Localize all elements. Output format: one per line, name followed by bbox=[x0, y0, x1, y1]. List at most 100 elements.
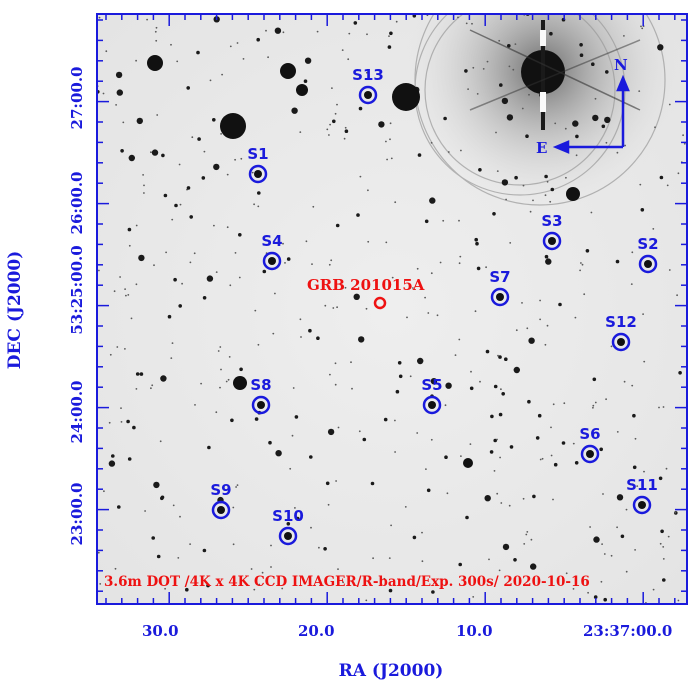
background-star bbox=[178, 304, 182, 308]
background-star bbox=[592, 404, 595, 407]
observation-caption: 3.6m DOT /4K x 4K CCD IMAGER/R-band/Exp.… bbox=[104, 574, 590, 590]
background-star bbox=[258, 583, 261, 586]
background-star bbox=[458, 562, 463, 567]
background-star bbox=[478, 168, 482, 172]
background-star bbox=[116, 346, 119, 348]
background-star bbox=[544, 174, 548, 179]
background-star bbox=[394, 419, 396, 422]
background-star bbox=[508, 504, 511, 507]
source-star-s2 bbox=[644, 260, 652, 268]
background-star bbox=[499, 456, 501, 459]
background-star bbox=[572, 442, 575, 445]
bright-star bbox=[220, 113, 246, 139]
background-star bbox=[667, 535, 670, 538]
background-star bbox=[554, 122, 557, 125]
background-star bbox=[521, 302, 523, 304]
background-star bbox=[636, 485, 639, 487]
background-star bbox=[311, 263, 313, 265]
source-marker-s6 bbox=[580, 444, 600, 464]
background-star bbox=[215, 411, 218, 414]
background-star bbox=[549, 31, 553, 36]
background-star bbox=[227, 378, 230, 381]
background-star bbox=[150, 151, 152, 154]
background-star bbox=[189, 543, 192, 545]
bright-star bbox=[280, 63, 296, 79]
background-star bbox=[353, 293, 360, 300]
source-star-s6 bbox=[586, 450, 594, 458]
background-star bbox=[544, 194, 547, 197]
background-star bbox=[284, 262, 286, 264]
background-star bbox=[116, 89, 124, 96]
background-star bbox=[191, 136, 194, 139]
x-axis-title: RA (J2000) bbox=[339, 661, 444, 680]
background-star bbox=[504, 357, 508, 362]
background-star bbox=[412, 287, 414, 289]
background-star bbox=[234, 158, 237, 161]
background-star bbox=[677, 172, 680, 175]
background-star bbox=[507, 44, 511, 48]
background-star bbox=[589, 526, 591, 528]
background-star bbox=[593, 536, 600, 543]
background-star bbox=[537, 413, 542, 418]
background-star bbox=[138, 254, 145, 262]
background-star bbox=[591, 62, 595, 66]
background-star bbox=[427, 312, 430, 314]
background-star bbox=[102, 92, 105, 95]
background-star bbox=[316, 30, 319, 33]
background-star bbox=[189, 215, 193, 219]
background-star bbox=[161, 153, 165, 158]
background-star bbox=[329, 373, 331, 376]
background-star bbox=[383, 417, 388, 422]
background-star bbox=[98, 16, 101, 19]
x-tick-label: 30.0 bbox=[142, 622, 179, 640]
background-star bbox=[426, 488, 431, 493]
background-star bbox=[397, 361, 402, 365]
background-star bbox=[189, 261, 192, 264]
background-star bbox=[616, 151, 619, 154]
background-star bbox=[630, 283, 633, 285]
background-star bbox=[332, 119, 336, 124]
background-star bbox=[544, 254, 549, 259]
background-star bbox=[442, 219, 445, 222]
background-star bbox=[592, 377, 597, 382]
background-star bbox=[421, 560, 424, 563]
background-star bbox=[631, 251, 634, 254]
background-star bbox=[151, 384, 154, 387]
source-star-s11 bbox=[638, 501, 646, 509]
source-marker-s7 bbox=[490, 287, 510, 307]
background-star bbox=[465, 22, 468, 25]
background-star bbox=[508, 65, 511, 68]
background-star bbox=[127, 227, 132, 232]
background-star bbox=[335, 480, 337, 482]
source-marker-s4 bbox=[262, 251, 282, 271]
background-star bbox=[385, 140, 387, 143]
background-star bbox=[505, 198, 507, 201]
y-tick-label: 24:00.0 bbox=[68, 381, 86, 444]
background-star bbox=[98, 269, 100, 272]
background-star bbox=[226, 173, 229, 176]
background-star bbox=[496, 438, 498, 441]
background-star bbox=[674, 511, 677, 514]
background-star bbox=[605, 141, 608, 144]
background-star bbox=[388, 35, 390, 37]
background-star bbox=[327, 503, 330, 506]
background-star bbox=[500, 502, 503, 504]
background-star bbox=[638, 90, 641, 92]
background-star bbox=[135, 59, 138, 62]
background-star bbox=[514, 175, 518, 180]
background-star bbox=[493, 384, 498, 389]
background-star bbox=[602, 493, 604, 495]
background-star bbox=[270, 566, 272, 568]
background-star bbox=[498, 355, 502, 359]
background-star bbox=[275, 450, 282, 457]
background-star bbox=[334, 383, 337, 386]
background-star bbox=[372, 557, 374, 560]
background-star bbox=[356, 213, 360, 217]
background-star bbox=[652, 588, 655, 591]
background-star bbox=[254, 309, 257, 312]
background-star bbox=[580, 262, 582, 264]
background-star bbox=[593, 595, 598, 599]
background-star bbox=[367, 240, 370, 243]
background-star bbox=[146, 18, 149, 21]
